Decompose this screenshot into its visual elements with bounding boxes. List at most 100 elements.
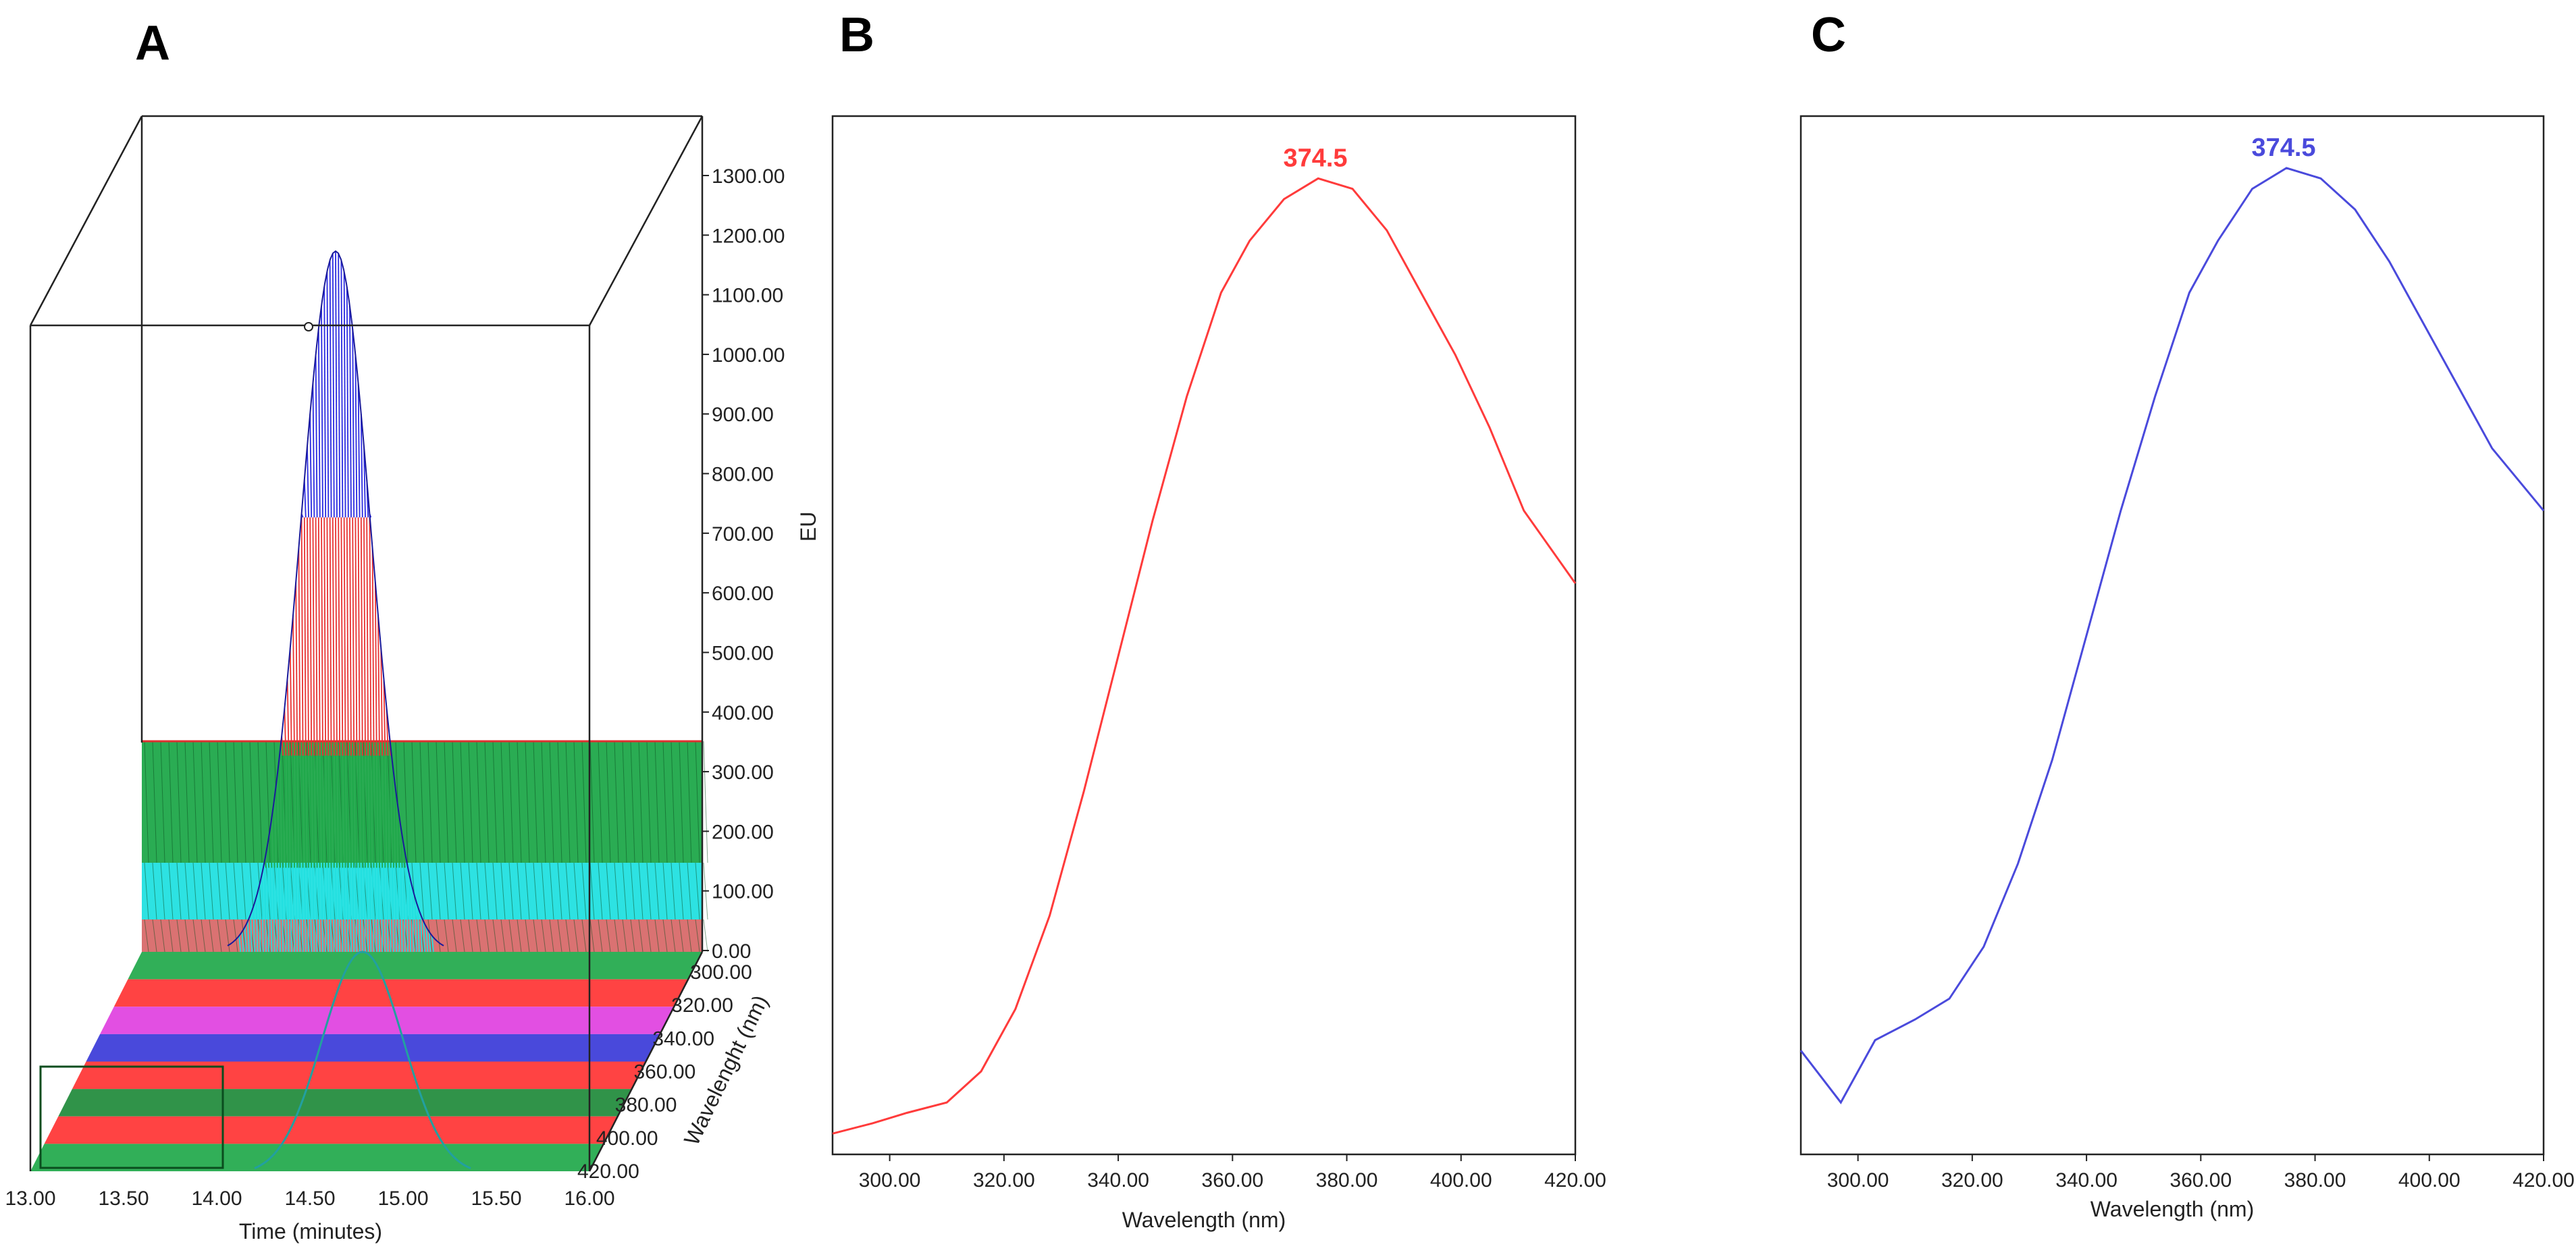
back-band-hatch-2-47 xyxy=(525,919,530,953)
b-plot-frame xyxy=(831,115,1577,1156)
peak-mesh-line-30-2 xyxy=(323,755,327,868)
x-tick-label-1: 320.00 xyxy=(973,1169,1035,1192)
peak-mesh-line-63-3 xyxy=(417,907,420,953)
back-band-hatch-2-48 xyxy=(533,919,538,953)
back-band-hatch-2-10 xyxy=(225,919,230,953)
back-band-hatch-1-41 xyxy=(476,862,481,920)
panel-letter-c: C xyxy=(1811,8,1846,62)
z-tick-label-7: 700.00 xyxy=(712,523,774,545)
peak-mesh-line-31-2 xyxy=(326,755,330,868)
peak-mesh-line-36-2 xyxy=(340,755,344,868)
back-band-hatch-2-5 xyxy=(184,919,190,953)
peak-mesh-line-7-3 xyxy=(258,886,261,953)
peak-mesh-line-12-2 xyxy=(272,807,275,868)
x-tick-label-4: 380.00 xyxy=(2284,1169,2346,1192)
peak-mesh-line-48-3 xyxy=(374,867,377,953)
back-band-hatch-0-37 xyxy=(444,741,449,863)
peak-mesh-line-47-1 xyxy=(371,547,375,756)
back-band-hatch-1-47 xyxy=(525,862,530,920)
back-band-hatch-2-40 xyxy=(468,919,473,953)
peak-mesh-line-41-1 xyxy=(354,517,358,756)
b-series-line xyxy=(832,177,1577,1135)
back-band-hatch-0-12 xyxy=(241,741,246,863)
back-band-hatch-2-39 xyxy=(460,919,465,953)
back-band-hatch-0-61 xyxy=(638,741,643,863)
a-x-tick-label-3: 14.50 xyxy=(284,1187,335,1210)
peak-mesh-line-35-2 xyxy=(338,755,341,868)
peak-mesh-line-58-3 xyxy=(402,867,406,953)
peak-mesh-line-29-1 xyxy=(321,517,323,756)
peak-mesh-line-13-3 xyxy=(275,867,278,953)
peak-mesh-line-36-0 xyxy=(340,260,344,518)
a-x-tick-label-6: 16.00 xyxy=(564,1187,614,1210)
peak-mesh-line-40-2 xyxy=(352,755,355,868)
peak-mesh-line-38-1 xyxy=(346,517,349,756)
x-tick-label-6: 420.00 xyxy=(1544,1169,1606,1192)
back-band-hatch-2-59 xyxy=(622,919,627,953)
peak-mesh-line-60-3 xyxy=(409,874,412,953)
peak-mesh-line-31-0 xyxy=(326,271,330,518)
peak-mesh-line-10-2 xyxy=(267,845,270,868)
peak-mesh-line-57-2 xyxy=(400,827,403,868)
w-tick-label-6: 420.00 xyxy=(577,1160,639,1183)
peak-mesh-line-37-0 xyxy=(343,271,346,518)
peak-outline xyxy=(227,250,444,946)
back-band-hatch-0-39 xyxy=(460,741,465,863)
peak-mesh-line-46-2 xyxy=(369,755,372,868)
b-y-axis-label: EU xyxy=(796,512,820,541)
peak-mesh-line-16-2 xyxy=(284,755,287,868)
peak-mesh-line-0-3 xyxy=(238,936,242,953)
peak-mesh-line-30-1 xyxy=(323,517,327,756)
back-band-hatch-2-35 xyxy=(427,919,433,953)
peak-mesh-line-42-3 xyxy=(357,867,361,953)
back-band-hatch-0-34 xyxy=(419,741,425,863)
back-band-hatch-0-14 xyxy=(257,741,263,863)
peak-mesh-line-26-0 xyxy=(312,383,315,518)
back-band-hatch-2-53 xyxy=(573,919,579,953)
back-band-hatch-1-51 xyxy=(557,862,562,920)
peak-mesh-line-46-3 xyxy=(369,867,372,953)
peak-mesh-line-33-1 xyxy=(332,517,335,756)
a-x-tick-label-1: 13.50 xyxy=(98,1187,149,1210)
w-tick-label-1: 320.00 xyxy=(671,994,733,1017)
panel-b-chart: 374.5 300.00 320.00 340.00 360.00 380.00 400.… xyxy=(796,115,1606,1232)
peak-mesh-line-25-3 xyxy=(309,867,313,953)
x-tick-label-2: 340.00 xyxy=(1087,1169,1149,1192)
back-band-hatch-0-7 xyxy=(201,741,206,863)
x-tick-label-3: 360.00 xyxy=(1201,1169,1263,1192)
back-band-hatch-0-52 xyxy=(565,741,571,863)
peak-mesh-line-19-1 xyxy=(292,615,295,756)
peak-mesh-line-45-2 xyxy=(366,755,369,868)
peak-mesh-line-53-2 xyxy=(388,755,392,868)
peak-mesh-line-33-2 xyxy=(332,755,335,868)
back-band-hatch-1-12 xyxy=(241,862,246,920)
peak-mesh-line-24-2 xyxy=(307,755,309,868)
back-band-hatch-1-55 xyxy=(589,862,595,920)
back-band-hatch-0-65 xyxy=(671,741,676,863)
peak-mesh-line-11-2 xyxy=(269,827,273,868)
c-x-axis-label: Wavelength (nm) xyxy=(2091,1197,2254,1221)
peak-mesh-line-42-1 xyxy=(357,517,361,756)
back-band-hatch-0-50 xyxy=(549,741,554,863)
peak-mesh-line-39-1 xyxy=(349,517,352,756)
back-band-hatch-0-38 xyxy=(452,741,457,863)
back-band-hatch-0-63 xyxy=(654,741,660,863)
back-band-hatch-1-46 xyxy=(517,862,522,920)
peak-mesh-line-61-3 xyxy=(411,886,415,953)
floor-band-6 xyxy=(44,1116,618,1144)
back-band-hatch-0-33 xyxy=(411,741,417,863)
back-band-hatch-1-44 xyxy=(500,862,506,920)
peak-mesh-line-15-2 xyxy=(281,755,284,868)
back-band-hatch-0-0 xyxy=(144,741,149,863)
peak-mesh-line-34-0 xyxy=(335,250,338,518)
back-band-hatch-1-10 xyxy=(225,862,230,920)
peak-mesh-line-4-3 xyxy=(250,914,253,953)
peak-mesh-line-33-3 xyxy=(332,867,335,953)
peak-mesh-line-27-1 xyxy=(315,517,318,756)
peak-mesh-line-8-3 xyxy=(261,874,264,953)
peak-mesh-line-32-0 xyxy=(329,260,332,518)
back-band-hatch-0-51 xyxy=(557,741,562,863)
peak-mesh-line-19-2 xyxy=(292,755,295,868)
back-band-hatch-1-45 xyxy=(508,862,514,920)
peak-mesh-line-9-3 xyxy=(264,867,267,953)
